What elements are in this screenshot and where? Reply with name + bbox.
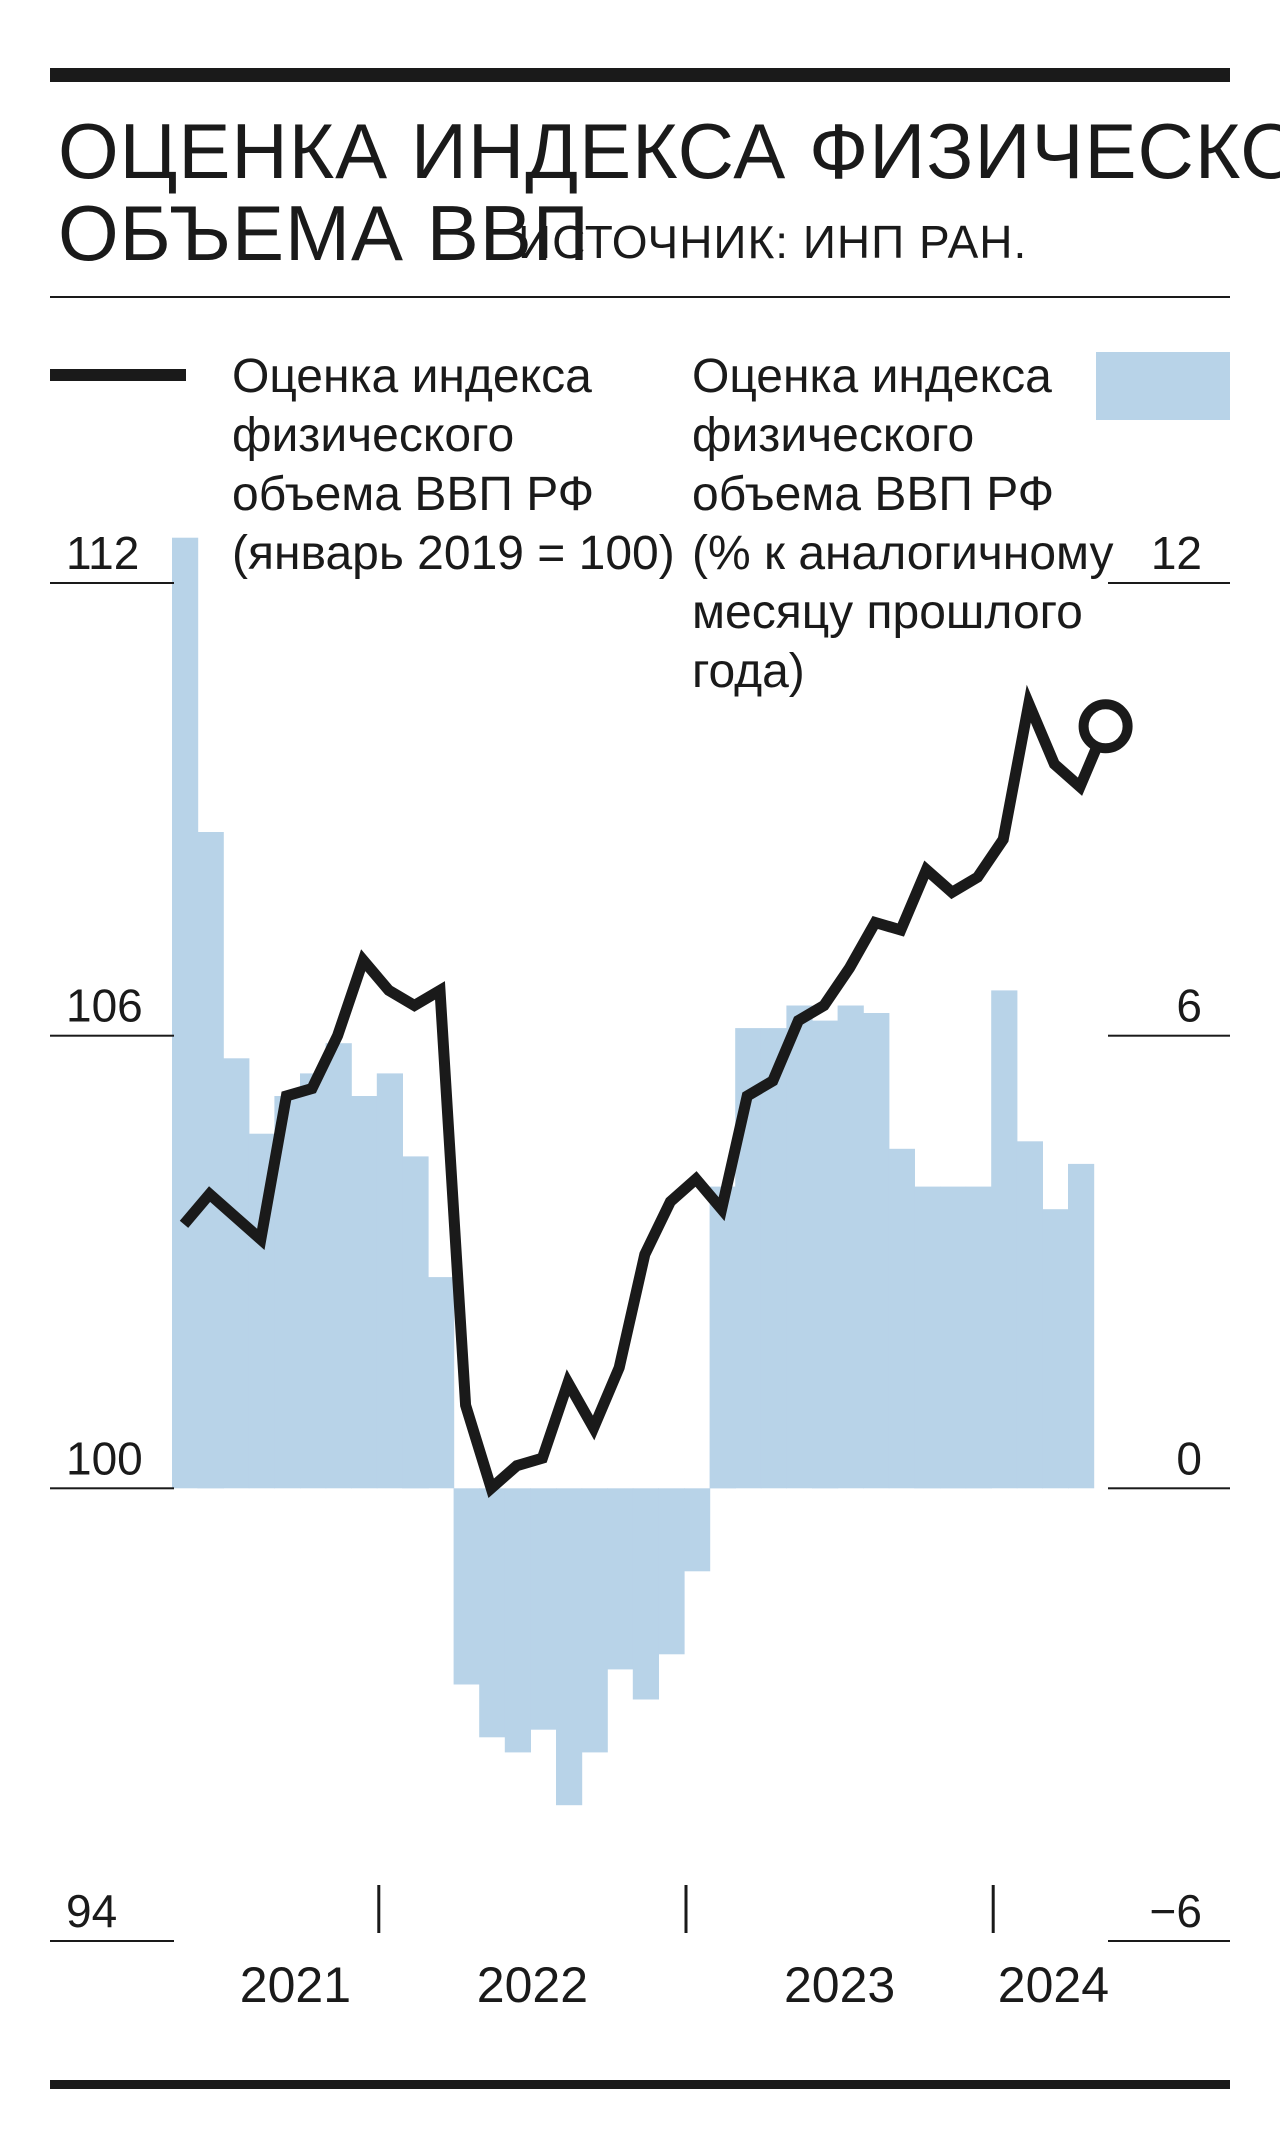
legend-line-text: (январь 2019 = 100) (232, 527, 675, 580)
legend-line-text: объема ВВП РФ (232, 468, 594, 521)
left-tick-label: 100 (66, 1432, 143, 1484)
bar (786, 1005, 813, 1489)
left-tick-label: 106 (66, 980, 143, 1032)
bar (863, 1013, 890, 1489)
year-axis: 2021 2022 2023 2024 (240, 1885, 1109, 2013)
right-tick-label: −6 (1150, 1885, 1202, 1937)
bar (428, 1277, 455, 1489)
bar (812, 1020, 839, 1489)
legend-line-text: Оценка индекса (232, 350, 592, 403)
legend-line-label: Оценка индекса физического объема ВВП РФ (я… (232, 350, 675, 580)
bar (684, 1488, 711, 1572)
year-separator (684, 1885, 688, 1933)
left-gridline (50, 1487, 174, 1490)
bar (325, 1043, 352, 1489)
right-tick-label: 12 (1151, 527, 1202, 579)
bar (402, 1156, 429, 1489)
bar (300, 1073, 327, 1489)
right-gridline (1108, 1940, 1230, 1942)
bar (1016, 1141, 1043, 1489)
bar (197, 832, 224, 1489)
bar (376, 1073, 403, 1489)
bottom-rule (50, 2080, 1230, 2089)
bar (940, 1186, 967, 1489)
left-axis-ticks: 112 106 100 94 (66, 527, 143, 1937)
left-gridline (50, 1034, 174, 1037)
bar-series (172, 537, 1095, 1806)
legend-bar-swatch (1096, 352, 1230, 420)
year-separator (377, 1885, 381, 1933)
bar (760, 1028, 787, 1489)
chart-title-line1: ОЦЕНКА ИНДЕКСА ФИЗИЧЕСКОГО (58, 107, 1280, 195)
year-label: 2022 (477, 1957, 588, 2013)
bar (888, 1148, 915, 1489)
left-gridline (50, 582, 174, 584)
year-label: 2024 (998, 1957, 1109, 2013)
right-axis-ticks: 12 6 0 −6 (1150, 527, 1202, 1937)
top-rule (50, 68, 1230, 82)
bar (172, 537, 199, 1489)
bar (914, 1186, 941, 1489)
bar (607, 1488, 634, 1670)
right-tick-label: 6 (1176, 980, 1202, 1032)
bar (556, 1488, 583, 1806)
line-end-marker (1078, 699, 1133, 754)
bar (223, 1058, 250, 1489)
bar (709, 1186, 736, 1489)
legend-bar-text: Оценка индекса (692, 350, 1052, 403)
bar (965, 1186, 992, 1489)
bar (504, 1488, 531, 1753)
right-gridline (1108, 1034, 1230, 1037)
axis-gridlines (50, 582, 1230, 1942)
legend-line-text: физического (232, 409, 514, 462)
bar (581, 1488, 608, 1753)
bar (479, 1488, 506, 1738)
year-label: 2021 (240, 1957, 351, 2013)
line-series (179, 684, 1111, 1499)
legend-bar-text: физического (692, 409, 974, 462)
legend-bar-text: (% к аналогичному (692, 527, 1114, 580)
left-tick-label: 112 (66, 527, 139, 579)
chart-source: ИСТОЧНИК: ИНП РАН. (518, 216, 1027, 268)
right-gridline (1108, 582, 1230, 584)
legend-line-swatch (50, 369, 186, 381)
legend-bar-text: года) (692, 645, 805, 698)
left-tick-label: 94 (66, 1885, 117, 1937)
bar (530, 1488, 557, 1730)
legend-bar-text: месяцу прошлого (692, 586, 1083, 639)
chart-title-line2: ОБЪЕМА ВВП (58, 189, 590, 277)
year-label: 2023 (784, 1957, 895, 2013)
right-tick-label: 0 (1176, 1432, 1202, 1484)
legend-bar-label: Оценка индекса физического объема ВВП РФ (%… (692, 350, 1114, 698)
header-divider (50, 296, 1230, 298)
bar (837, 1005, 864, 1489)
bar (453, 1488, 480, 1685)
bar (1068, 1163, 1095, 1489)
left-gridline (50, 1940, 174, 1942)
bar (1042, 1209, 1069, 1489)
year-separator (991, 1885, 995, 1933)
right-gridline (1108, 1487, 1230, 1490)
bar (632, 1488, 659, 1700)
bar (658, 1488, 685, 1655)
legend-bar-text: объема ВВП РФ (692, 468, 1054, 521)
bar (351, 1096, 378, 1489)
bar (991, 990, 1018, 1489)
